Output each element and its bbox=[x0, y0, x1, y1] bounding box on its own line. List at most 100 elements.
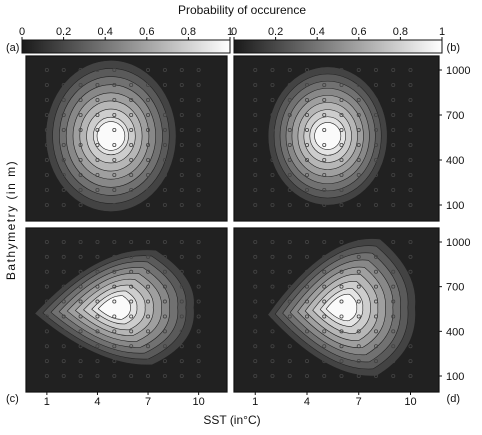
sample-point bbox=[129, 202, 134, 207]
colorbar-tick-label: 1 bbox=[227, 26, 233, 38]
sample-point bbox=[129, 329, 134, 334]
sample-point bbox=[253, 284, 258, 289]
sample-point bbox=[373, 344, 378, 349]
sample-point bbox=[112, 299, 117, 304]
sample-point bbox=[339, 83, 344, 88]
sample-point bbox=[146, 359, 151, 364]
sample-point bbox=[162, 373, 167, 378]
sample-point bbox=[287, 172, 292, 177]
colorbar-tick-label: 0.8 bbox=[181, 26, 196, 38]
sample-point bbox=[356, 254, 361, 259]
sample-point bbox=[162, 83, 167, 88]
sample-point bbox=[270, 239, 275, 244]
sample-point bbox=[287, 157, 292, 162]
panel-label: (d) bbox=[447, 393, 460, 405]
sample-point bbox=[61, 299, 66, 304]
sample-point bbox=[95, 329, 100, 334]
sample-point bbox=[253, 142, 258, 147]
sample-point bbox=[95, 284, 100, 289]
sample-point bbox=[253, 187, 258, 192]
sample-point bbox=[408, 329, 413, 334]
sample-point bbox=[78, 98, 83, 103]
sample-point bbox=[339, 314, 344, 319]
sample-point bbox=[339, 172, 344, 177]
sample-point bbox=[95, 68, 100, 73]
sample-point bbox=[61, 329, 66, 334]
heatmap-panel: (a) bbox=[6, 42, 228, 222]
sample-point bbox=[270, 187, 275, 192]
sample-point bbox=[304, 254, 309, 259]
sample-point bbox=[253, 202, 258, 207]
sample-point bbox=[61, 127, 66, 132]
sample-point bbox=[270, 98, 275, 103]
colorbar bbox=[233, 39, 443, 54]
sample-point bbox=[408, 83, 413, 88]
sample-point bbox=[78, 172, 83, 177]
sample-point bbox=[61, 157, 66, 162]
sample-point bbox=[339, 329, 344, 334]
sample-point bbox=[162, 187, 167, 192]
sample-point bbox=[270, 254, 275, 259]
sample-point bbox=[179, 314, 184, 319]
contour-level bbox=[96, 121, 126, 151]
sample-point bbox=[304, 284, 309, 289]
sample-point bbox=[95, 127, 100, 132]
panel-frame bbox=[233, 55, 440, 222]
sample-point bbox=[129, 373, 134, 378]
sample-point bbox=[322, 202, 327, 207]
sample-point bbox=[391, 359, 396, 364]
panel-frame bbox=[25, 227, 228, 393]
sample-point bbox=[162, 329, 167, 334]
sample-point bbox=[146, 83, 151, 88]
sample-point bbox=[373, 202, 378, 207]
sample-point bbox=[44, 187, 49, 192]
sample-point bbox=[179, 187, 184, 192]
sample-point bbox=[408, 254, 413, 259]
sample-point bbox=[44, 98, 49, 103]
sample-point bbox=[391, 68, 396, 73]
sample-point bbox=[391, 127, 396, 132]
sample-point bbox=[373, 373, 378, 378]
sample-point bbox=[287, 359, 292, 364]
sample-point bbox=[162, 113, 167, 118]
sample-point bbox=[146, 269, 151, 274]
sample-point bbox=[356, 172, 361, 177]
panel-frame bbox=[233, 227, 440, 393]
sample-point bbox=[146, 344, 151, 349]
sample-point bbox=[391, 172, 396, 177]
sample-point bbox=[95, 113, 100, 118]
contour-level bbox=[314, 122, 342, 150]
sample-point bbox=[78, 299, 83, 304]
sample-point bbox=[179, 157, 184, 162]
sample-point bbox=[162, 202, 167, 207]
sample-point bbox=[196, 83, 201, 88]
sample-point bbox=[112, 98, 117, 103]
sample-point bbox=[196, 329, 201, 334]
sample-point bbox=[162, 284, 167, 289]
x-tick-label: 7 bbox=[145, 396, 151, 408]
sample-point bbox=[356, 157, 361, 162]
sample-point bbox=[322, 373, 327, 378]
sample-point bbox=[112, 172, 117, 177]
sample-point bbox=[112, 127, 117, 132]
sample-point bbox=[129, 98, 134, 103]
y-tick-label: 1000 bbox=[446, 65, 470, 77]
sample-point bbox=[408, 68, 413, 73]
sample-point bbox=[196, 202, 201, 207]
sample-point bbox=[356, 187, 361, 192]
sample-point bbox=[61, 68, 66, 73]
sample-point bbox=[373, 314, 378, 319]
sample-point bbox=[322, 284, 327, 289]
sample-point bbox=[408, 314, 413, 319]
sample-point bbox=[196, 239, 201, 244]
sample-point bbox=[112, 314, 117, 319]
sample-point bbox=[391, 284, 396, 289]
sample-point bbox=[112, 68, 117, 73]
contour-level bbox=[97, 295, 131, 320]
sample-point bbox=[408, 172, 413, 177]
sample-point bbox=[322, 113, 327, 118]
sample-point bbox=[179, 373, 184, 378]
sample-point bbox=[287, 127, 292, 132]
sample-point bbox=[408, 202, 413, 207]
sample-point bbox=[196, 187, 201, 192]
